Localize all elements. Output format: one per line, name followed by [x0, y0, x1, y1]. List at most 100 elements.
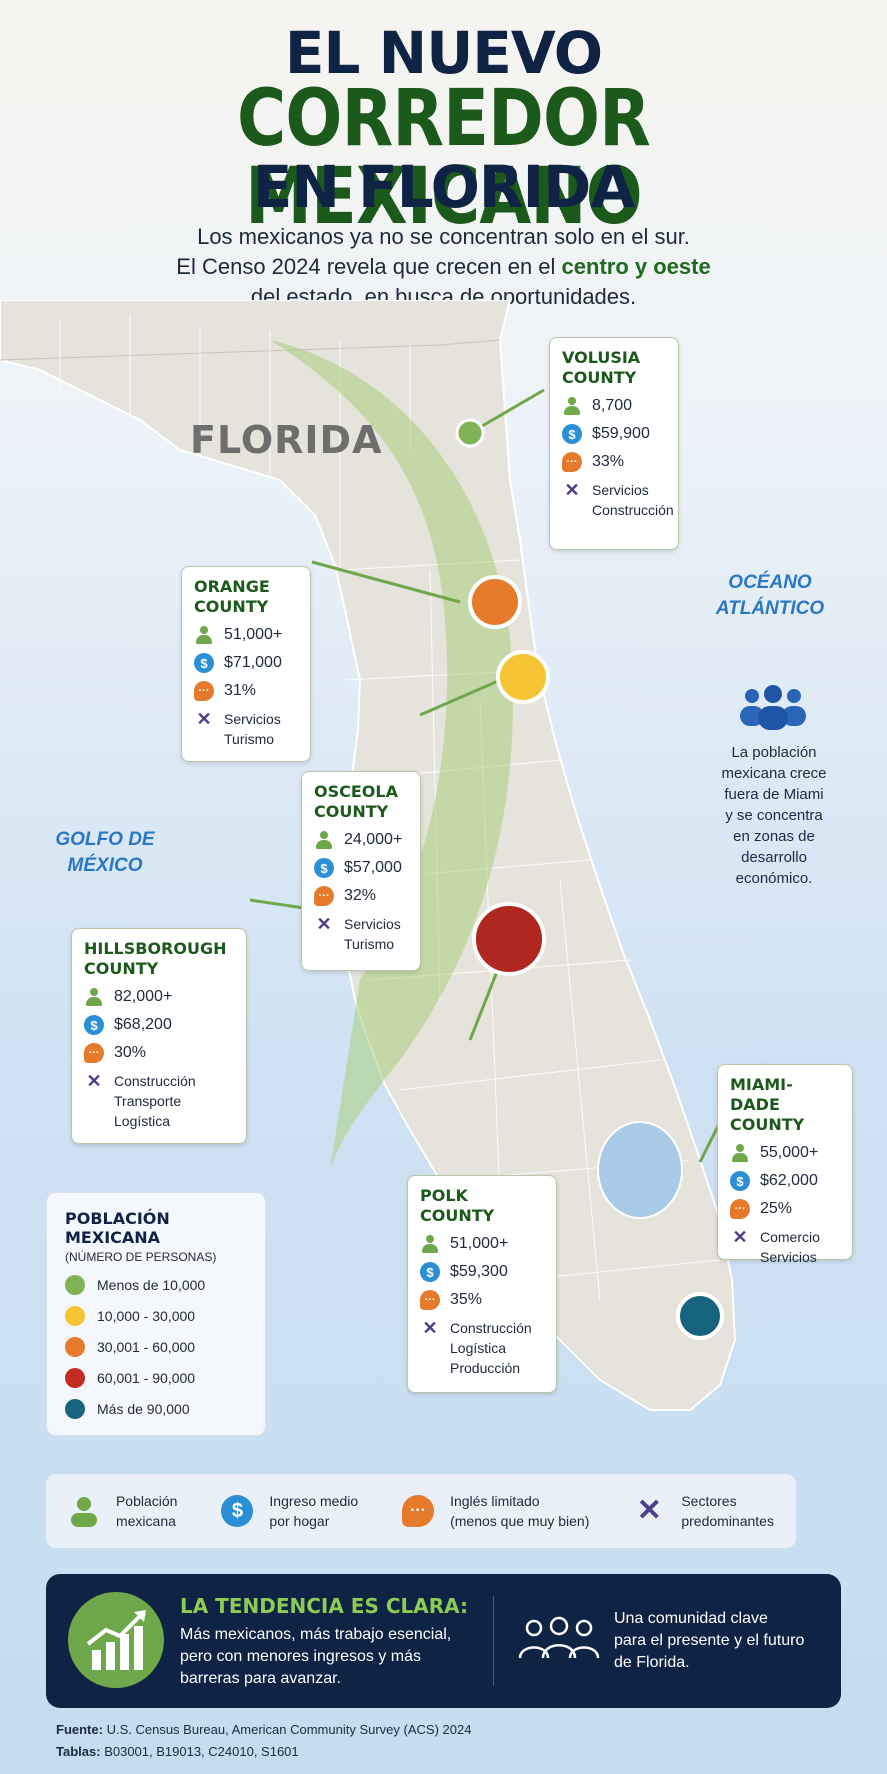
key-population-line-1: Población: [115, 1493, 178, 1509]
growth-chart-icon: [68, 1592, 164, 1688]
chat-icon: ···: [84, 1043, 104, 1063]
chat-icon: ···: [420, 1290, 440, 1310]
mexican-corridor: [270, 340, 514, 1170]
volusia-name-2: COUNTY: [562, 368, 637, 387]
person-icon: [68, 1495, 100, 1527]
key-population-line-2: mexicana: [115, 1513, 176, 1529]
polk-name-1: POLK: [420, 1186, 468, 1205]
volusia-income: $59,900: [592, 425, 650, 442]
orange-circle: [468, 575, 522, 629]
note-line-2: mexicana crece: [721, 765, 827, 782]
tables-text: B03001, B19013, C24010, S1601: [104, 1744, 299, 1759]
osceola-card: OSCEOLA COUNTY 24,000+ $ $57,000 ··· 32% ✕…: [301, 771, 421, 971]
icon-key-bar: Población mexicana $ Ingreso medio por hog…: [46, 1474, 796, 1548]
polk-english: 35%: [450, 1291, 483, 1308]
tools-icon: ✕: [86, 1070, 102, 1091]
orange-population: 51,000+: [224, 626, 283, 643]
polk-population: 51,000+: [450, 1235, 509, 1252]
legend-dot-green: [65, 1275, 85, 1295]
note-line-6: desarrollo: [741, 849, 807, 866]
trend-line-2: pero con menores ingresos y más: [180, 1648, 421, 1665]
trend-line-3: barreras para avanzar.: [180, 1670, 341, 1687]
polk-sector-2: Logística: [450, 1340, 507, 1356]
dollar-icon: $: [730, 1171, 750, 1191]
atlantic-line-2: ATLÁNTICO: [715, 598, 825, 619]
orange-card: ORANGE COUNTY 51,000+ $ $71,000 ··· 31% ✕ S…: [181, 566, 311, 762]
subtitle: Los mexicanos ya no se concentran solo e…: [0, 222, 887, 312]
polk-circle: [472, 902, 546, 976]
osceola-income: $57,000: [344, 859, 402, 876]
miami-dade-income: $62,000: [760, 1172, 818, 1189]
title-line-2: CORREDOR MEXICANO: [237, 74, 651, 242]
population-legend: POBLACIÓN MEXICANA (NÚMERO DE PERSONAS) …: [46, 1192, 266, 1436]
person-icon: [314, 830, 334, 850]
legend-item-4: 60,001 - 90,000: [97, 1370, 196, 1386]
orange-sector-2: Turismo: [224, 731, 275, 747]
miami-dade-sector-2: Servicios: [760, 1249, 817, 1265]
note-line-3: fuera de Miami: [724, 786, 824, 803]
miami-dade-name-2: COUNTY: [730, 1115, 805, 1134]
polk-name-2: COUNTY: [420, 1206, 495, 1225]
orange-english: 31%: [224, 682, 257, 699]
hillsborough-card: HILLSBOROUGH COUNTY 82,000+ $ $68,200 ···…: [71, 928, 247, 1144]
miami-dade-circle: [676, 1292, 724, 1340]
osceola-population: 24,000+: [344, 831, 403, 848]
gulf-line-1: GOLFO DE: [55, 829, 155, 850]
orange-name-1: ORANGE: [194, 577, 270, 596]
source-label: Fuente:: [56, 1722, 103, 1737]
orange-name-2: COUNTY: [194, 597, 269, 616]
key-population: Población mexicana: [68, 1491, 178, 1531]
chat-icon: ···: [562, 452, 582, 472]
volusia-sector-2: Construcción: [592, 502, 674, 518]
legend-item-1: Menos de 10,000: [97, 1277, 206, 1293]
trend-right-text: Una comunidad clave para el presente y e…: [614, 1608, 814, 1674]
miami-dade-card: MIAMI-DADE COUNTY 55,000+ $ $62,000 ··· 25…: [717, 1064, 853, 1265]
legend-item-2: 10,000 - 30,000: [97, 1308, 196, 1324]
trend-right-line-3: de Florida.: [614, 1654, 690, 1671]
tables-line: Tablas: B03001, B19013, C24010, S1601: [56, 1744, 299, 1759]
tools-icon: ✕: [422, 1317, 438, 1338]
source-line: Fuente: U.S. Census Bureau, American Com…: [56, 1722, 471, 1737]
chat-icon: ···: [730, 1199, 750, 1219]
florida-label: FLORIDA: [190, 418, 383, 462]
tools-icon: ✕: [564, 479, 580, 500]
osceola-name-2: COUNTY: [314, 802, 389, 821]
miami-dade-name-1: MIAMI-DADE: [730, 1075, 793, 1114]
subtitle-line-1: Los mexicanos ya no se concentran solo e…: [197, 224, 690, 249]
atlantic-line-1: OCÉANO: [728, 572, 812, 593]
chat-icon: ···: [402, 1495, 435, 1527]
key-income-line-1: Ingreso medio: [269, 1493, 359, 1509]
hillsborough-sector-3: Logística: [114, 1113, 171, 1129]
note-line-4: y se concentra: [725, 807, 823, 824]
tools-icon: ✕: [196, 708, 212, 729]
hillsborough-population: 82,000+: [114, 988, 173, 1005]
hillsborough-name-1: HILLSBOROUGH: [84, 939, 227, 958]
dollar-icon: $: [194, 653, 214, 673]
legend-dot-yellow: [65, 1306, 85, 1326]
key-sectors-line-2: predominantes: [681, 1513, 774, 1529]
source-text: U.S. Census Bureau, American Community S…: [106, 1722, 472, 1737]
community-icon: [518, 1616, 600, 1659]
lake-okeechobee: [597, 1121, 683, 1219]
trend-body: Más mexicanos, más trabajo esencial, per…: [180, 1624, 480, 1690]
hillsborough-income: $68,200: [114, 1016, 172, 1033]
orange-sector-1: Servicios: [224, 711, 281, 727]
osceola-circle: [496, 650, 550, 704]
person-icon: [420, 1234, 440, 1254]
key-english-line-2: (menos que muy bien): [450, 1513, 590, 1529]
legend-item-5: Más de 90,000: [97, 1401, 190, 1417]
polk-income: $59,300: [450, 1263, 508, 1280]
hillsborough-english: 30%: [114, 1044, 147, 1061]
osceola-name-1: OSCEOLA: [314, 782, 398, 801]
dollar-icon: $: [314, 858, 334, 878]
gulf-line-2: MÉXICO: [67, 855, 143, 876]
subtitle-highlight: centro y oeste: [561, 254, 711, 279]
volusia-english: 33%: [592, 453, 625, 470]
subtitle-line-2-text: El Censo 2024 revela que crecen en el: [176, 254, 562, 279]
chat-icon: ···: [314, 886, 334, 906]
miami-dade-sector-1: Comercio: [760, 1229, 820, 1245]
volusia-name-1: VOLUSIA: [562, 348, 641, 367]
key-income-line-2: por hogar: [269, 1513, 330, 1529]
key-english-line-1: Inglés limitado: [450, 1493, 540, 1509]
person-icon: [84, 987, 104, 1007]
